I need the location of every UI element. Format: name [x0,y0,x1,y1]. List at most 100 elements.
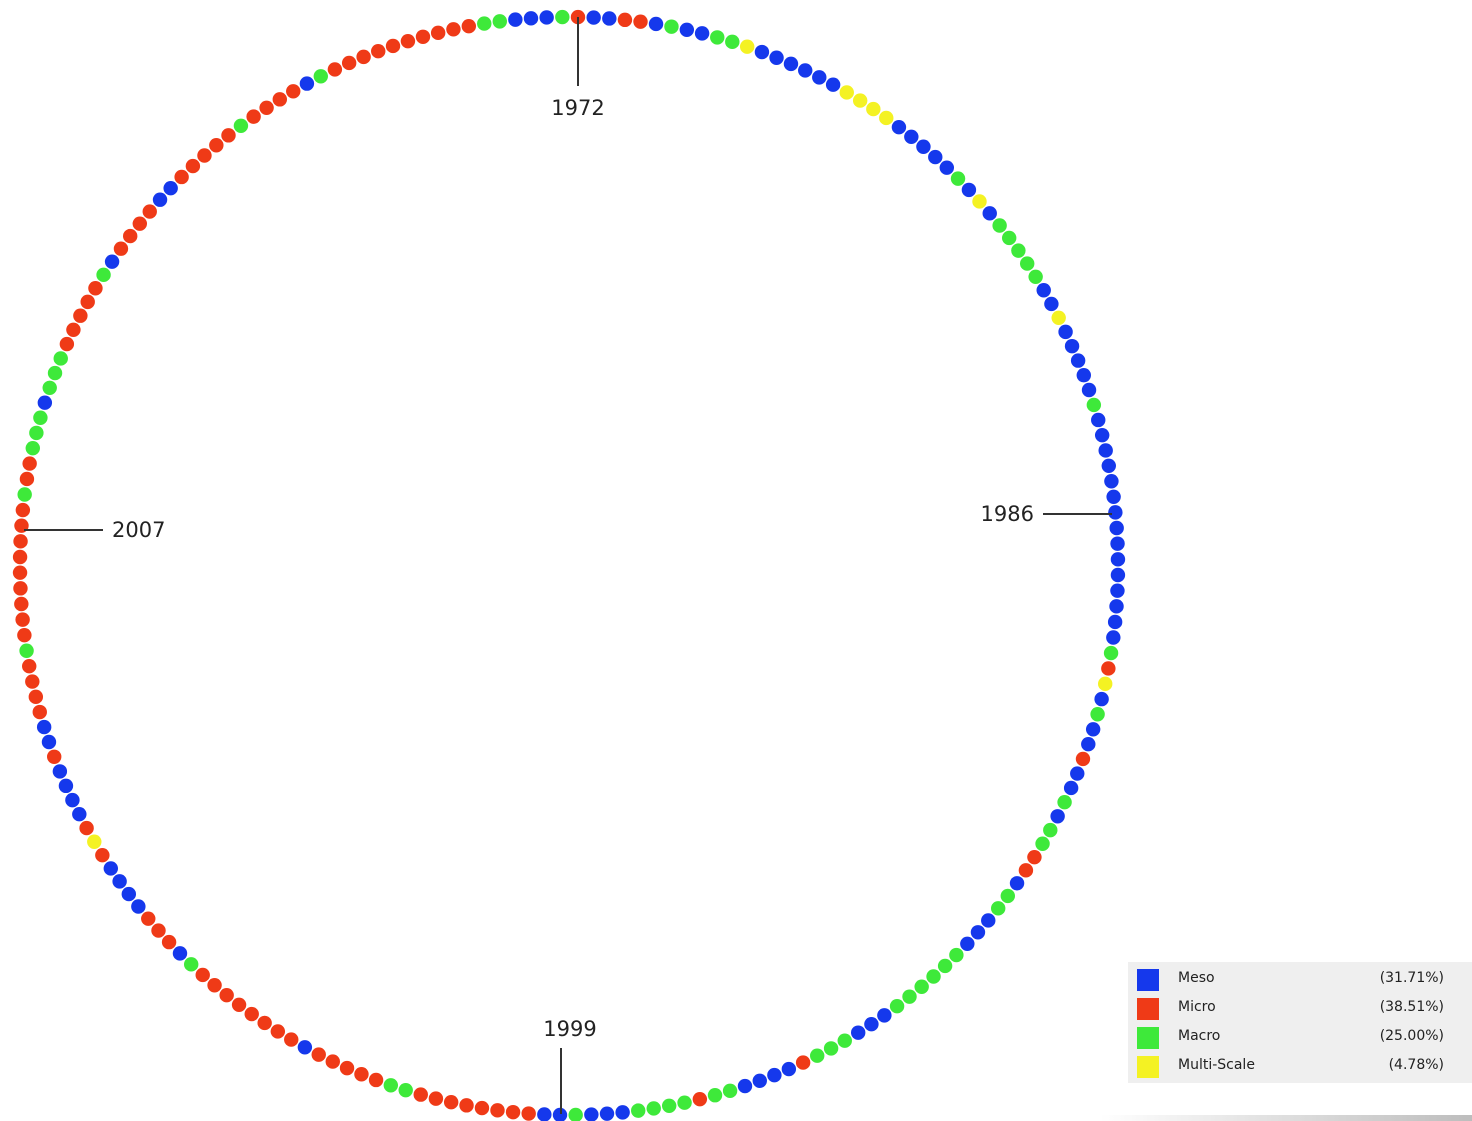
publication-dot [1036,283,1051,298]
publication-dot [96,267,111,283]
publication-dot [1091,412,1106,428]
publication-dot [1106,489,1121,504]
publication-dot [914,979,929,994]
publication-dot [781,1061,797,1077]
publication-dot [866,101,881,117]
publication-dot [982,206,997,221]
publication-dot [1106,630,1121,645]
publication-dot [739,39,755,54]
publication-dot [584,1107,599,1121]
publication-dot [325,1054,340,1069]
publication-dot [59,336,75,352]
publication-dot [992,218,1007,233]
year-marker-1972: 1972 [551,17,605,120]
publication-dot [142,204,157,219]
publication-dot [1109,599,1124,614]
publication-dot [400,33,416,49]
publication-dot [195,967,210,983]
publication-dot [839,85,854,100]
legend-item-macro: Macro (25.00%) [1128,1023,1472,1052]
publication-dot [1110,567,1126,583]
publication-dot [47,365,63,381]
publication-dot [385,38,401,54]
publication-dot [112,874,127,889]
publication-dot [299,76,315,91]
publication-dot [889,998,905,1014]
publication-dot [823,1041,839,1056]
publication-dot [521,1106,536,1121]
publication-dot [123,228,138,244]
publication-dot [1070,353,1086,368]
publication-dot [103,861,119,876]
publication-dot [1043,822,1058,838]
publication-dot [1098,443,1113,458]
publication-dot [1107,614,1123,630]
publication-dot [12,565,28,580]
publication-dot [13,534,28,549]
publication-dot [33,410,48,425]
publication-dot [12,549,28,565]
publication-dot [174,169,189,185]
publication-dot [415,29,431,44]
publication-dot [1009,876,1025,891]
legend-item-micro: Micro (38.51%) [1128,994,1472,1023]
publication-dot [1081,382,1097,398]
publication-dot [505,1104,521,1120]
publication-dot [902,989,917,1004]
publication-dot [508,12,523,27]
year-label-1986: 1986 [981,502,1034,526]
publication-dot [272,92,287,107]
publication-dot [1086,397,1102,413]
legend-swatch-micro [1137,998,1159,1020]
publication-dot [1027,849,1042,865]
year-label-1972: 1972 [551,96,604,120]
legend-label-micro: Micro [1178,999,1216,1015]
publication-dot [311,1047,326,1062]
publication-dot [879,110,894,126]
year-label-1999: 1999 [543,1017,596,1041]
publication-dot [25,440,40,456]
publication-dot [722,1083,738,1099]
publication-dot [443,1095,459,1110]
publication-dot [131,899,146,914]
publication-dot [1104,474,1119,489]
publication-dot [15,612,30,627]
publication-dot [877,1008,892,1023]
publication-dot [41,734,57,750]
bottom-shadow-bar [1100,1115,1472,1121]
publication-dot [692,1091,708,1107]
publication-dot [151,923,166,938]
publication-dot [1076,368,1091,383]
publication-dot [810,1048,825,1063]
publication-dot [972,194,987,209]
publication-dot [197,148,212,163]
year-marker-1999: 1999 [543,1017,597,1114]
publication-dot [368,1072,384,1088]
publication-dot [950,171,966,186]
publication-dot [29,425,44,441]
publication-dot [615,1105,630,1120]
publication-dot [1094,691,1109,707]
publication-dot [679,22,695,37]
publication-dot [47,749,62,764]
publication-dot [1090,707,1105,722]
publication-dot [1028,269,1043,284]
publication-dot [852,93,868,108]
publication-dot [798,63,813,78]
publication-dot [568,1107,583,1121]
publication-dot [851,1025,866,1040]
publication-dot [754,44,770,60]
publication-dot [904,129,919,144]
publication-dot [539,10,554,25]
publication-dot [769,50,784,65]
publication-dot [398,1082,413,1098]
publication-dot [22,456,37,471]
publication-dot [891,120,907,135]
publication-dot [1058,324,1073,340]
publication-dot [371,44,386,59]
publication-dot [795,1055,811,1070]
year-label-2007: 2007 [112,518,165,542]
publication-dot [132,216,147,231]
publication-dot [113,241,129,256]
